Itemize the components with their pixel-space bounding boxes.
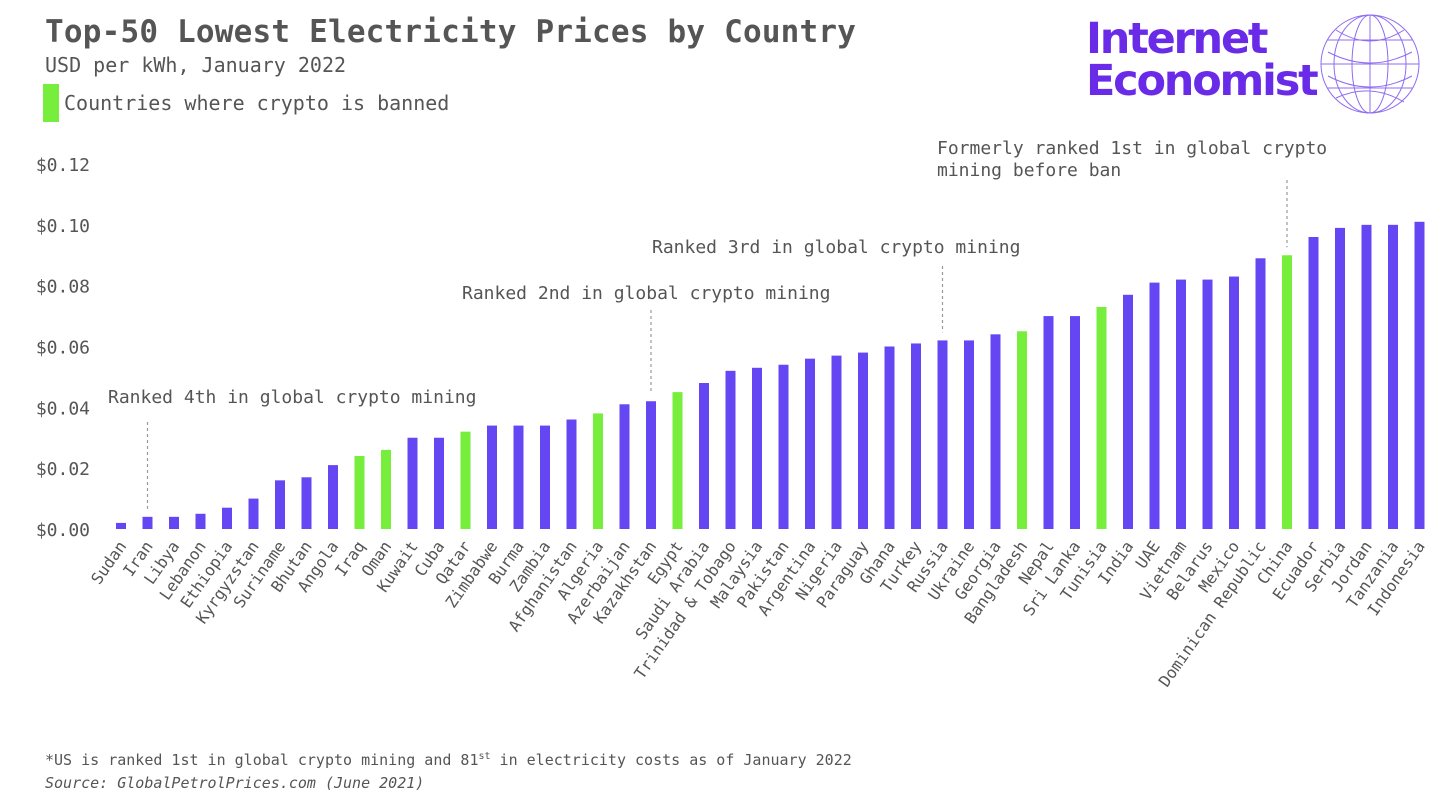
bar [1388, 224, 1398, 530]
annotation-text: Ranked 2nd in global crypto mining [462, 283, 830, 304]
bar-chart: $0.00$0.02$0.04$0.06$0.08$0.10$0.12Sudan… [36, 138, 1429, 690]
bar [142, 516, 153, 529]
bar [1361, 224, 1372, 530]
y-tick-label: $0.04 [36, 398, 90, 419]
logo-line-1: Internet [1086, 14, 1268, 64]
globe-icon [1320, 14, 1420, 114]
annotation-text: mining before ban [937, 160, 1121, 181]
footnote-superscript: st [478, 751, 491, 762]
bar [1017, 331, 1027, 529]
y-tick-label: $0.00 [36, 520, 90, 541]
bar [1255, 258, 1266, 529]
bar [328, 465, 338, 529]
bar [1176, 279, 1186, 529]
bar [884, 346, 895, 529]
annotation-text: Ranked 4th in global crypto mining [108, 387, 476, 408]
legend-label-banned: Countries where crypto is banned [64, 91, 450, 115]
bar [1335, 227, 1345, 529]
bar [1202, 279, 1213, 529]
bar [1070, 316, 1080, 529]
bar [937, 340, 948, 529]
bar [169, 516, 179, 529]
bar [593, 413, 603, 529]
annotation-text: Formerly ranked 1st in global crypto [937, 138, 1327, 159]
internet-economist-logo: Internet Economist [1086, 14, 1426, 118]
y-tick-label: $0.02 [36, 459, 90, 480]
y-tick-label: $0.12 [36, 155, 90, 176]
legend: Countries where crypto is banned [43, 84, 449, 122]
logo-wordmark: Internet Economist [1086, 14, 1319, 106]
bar [407, 437, 418, 529]
bar [381, 449, 391, 529]
bar [805, 358, 815, 529]
bar [646, 401, 656, 529]
bar [566, 419, 577, 529]
bar [778, 364, 789, 529]
bar [195, 513, 206, 529]
annotation-text: Ranked 3rd in global crypto mining [652, 237, 1020, 258]
bar [222, 507, 232, 529]
footnote-text-end: in electricity costs as of January 2022 [490, 751, 852, 769]
bar [487, 425, 497, 529]
bar [964, 340, 974, 529]
bar [540, 425, 550, 529]
bar [1308, 237, 1319, 529]
chart-subtitle: USD per kWh, January 2022 [45, 53, 347, 77]
logo-line-2: Economist [1086, 56, 1319, 106]
bar [911, 343, 921, 529]
y-tick-label: $0.10 [36, 216, 90, 237]
bar [1096, 306, 1107, 529]
legend-swatch-banned [43, 84, 59, 122]
bar [248, 498, 259, 529]
chart-title: Top-50 Lowest Electricity Prices by Coun… [45, 14, 857, 50]
bar [460, 431, 471, 529]
bar [990, 334, 1001, 529]
bar [116, 522, 126, 529]
bar [1229, 276, 1239, 529]
bar [619, 404, 630, 529]
bar [513, 425, 524, 529]
bar [831, 355, 842, 529]
bar [1123, 294, 1133, 529]
bar [1043, 316, 1054, 529]
bar [752, 367, 762, 529]
y-tick-label: $0.08 [36, 277, 90, 298]
bar [1414, 221, 1425, 529]
bar [1149, 282, 1160, 529]
y-tick-label: $0.06 [36, 338, 90, 359]
bar [275, 480, 285, 529]
bar [725, 370, 736, 529]
bar [434, 437, 444, 529]
bar [301, 477, 312, 529]
bar [858, 352, 868, 529]
bar [1282, 255, 1292, 529]
bar [354, 456, 365, 529]
source-note: Source: GlobalPetrolPrices.com (June 202… [45, 774, 425, 792]
footnote: *US is ranked 1st in global crypto minin… [45, 751, 852, 769]
footnote-text: *US is ranked 1st in global crypto minin… [45, 751, 479, 769]
bar [672, 392, 683, 529]
bar [699, 383, 709, 529]
